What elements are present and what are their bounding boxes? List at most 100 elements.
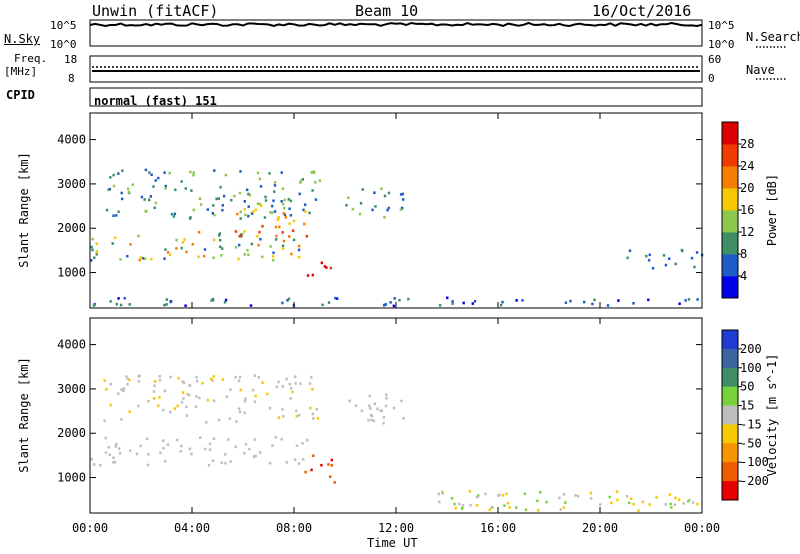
colorbar-tick-label: 100 — [740, 361, 762, 375]
colorbar-segment — [722, 254, 738, 277]
echo-cell — [297, 413, 301, 417]
echo-cell — [687, 500, 690, 503]
echo-cell — [386, 208, 389, 212]
echo-cell — [229, 460, 232, 463]
colorbar-tick-label: -15 — [740, 417, 762, 431]
echo-cell — [90, 259, 93, 262]
echo-cell — [360, 409, 363, 413]
echo-cell — [354, 404, 358, 407]
echo-cell — [143, 198, 146, 201]
echo-cell — [168, 253, 172, 256]
echo-cell — [687, 298, 691, 301]
colorbar-segment — [722, 367, 738, 388]
colorbar-tick-label: -100 — [740, 455, 769, 469]
echo-cell — [281, 187, 285, 190]
echo-cell — [192, 171, 195, 174]
echo-cell — [129, 243, 132, 246]
echo-cell — [239, 170, 242, 173]
echo-cell — [153, 206, 156, 210]
echo-cell — [144, 168, 148, 172]
echo-cell — [234, 375, 237, 379]
x-tick-label: 16:00 — [480, 521, 516, 535]
echo-cell — [407, 297, 410, 301]
echo-cell — [128, 378, 131, 382]
echo-cell — [515, 506, 518, 509]
echo-cell — [562, 506, 566, 509]
echo-cell — [392, 406, 396, 410]
echo-cell — [393, 297, 396, 300]
echo-cell — [370, 418, 373, 422]
echo-cell — [637, 509, 640, 512]
echo-cell — [673, 503, 677, 506]
echo-cell — [137, 234, 140, 238]
echo-cell — [190, 189, 193, 192]
echo-cell — [208, 442, 212, 446]
echo-cell — [401, 192, 404, 196]
colorbar-segment — [722, 424, 738, 444]
echo-cell — [498, 493, 501, 496]
echo-cell — [277, 416, 281, 419]
echo-cell — [174, 188, 177, 192]
echo-cell — [192, 208, 195, 212]
echo-cell — [273, 184, 277, 187]
echo-cell — [166, 443, 170, 446]
echo-cell — [680, 248, 683, 252]
echo-cell — [281, 202, 285, 206]
echo-cell — [183, 238, 186, 241]
echo-cell — [91, 237, 94, 241]
echo-cell — [253, 438, 256, 441]
echo-cell — [477, 494, 480, 497]
echo-cell — [195, 379, 199, 383]
echo-cell — [146, 437, 149, 441]
echo-cell — [289, 387, 293, 390]
echo-cell — [126, 377, 129, 380]
echo-cell — [117, 297, 120, 300]
echo-cell — [358, 212, 362, 216]
echo-cell — [238, 410, 242, 414]
echo-cell — [288, 207, 291, 211]
echo-cell — [260, 204, 263, 207]
freq-tick-top: 18 — [64, 53, 78, 66]
echo-cell — [564, 501, 567, 504]
echo-cell — [576, 494, 580, 498]
echo-cell — [218, 234, 221, 237]
echo-cell — [188, 393, 191, 397]
echo-cell — [385, 393, 388, 397]
echo-cell — [471, 302, 474, 305]
echo-cell — [299, 179, 302, 183]
echo-cell — [438, 500, 441, 504]
echo-cell — [190, 452, 193, 456]
echo-cell — [384, 404, 388, 408]
echo-cell — [269, 211, 272, 214]
echo-cell — [301, 442, 304, 445]
echo-cell — [192, 173, 195, 177]
colorbar-tick-label: 24 — [740, 159, 754, 173]
echo-cell — [294, 382, 297, 385]
echo-cell — [243, 200, 246, 203]
echo-cell — [221, 247, 224, 250]
colorbar-segment — [722, 481, 738, 501]
echo-cell — [230, 198, 233, 202]
echo-cell — [327, 463, 330, 466]
echo-cell — [269, 245, 272, 248]
echo-cell — [253, 374, 257, 377]
echo-cell — [109, 176, 112, 179]
colorbar-tick-label: 28 — [740, 137, 754, 151]
echo-cell — [243, 411, 246, 415]
echo-cell — [632, 302, 635, 305]
echo-cell — [696, 502, 699, 506]
velocity-ylabel: Slant Range [km] — [17, 357, 31, 473]
velocity-heatmap — [90, 374, 699, 512]
echo-cell — [321, 303, 324, 307]
colorbar-segment — [722, 462, 738, 482]
echo-cell — [288, 382, 291, 386]
echo-cell — [608, 495, 611, 499]
echo-cell — [137, 404, 140, 408]
echo-cell — [537, 509, 540, 512]
echo-cell — [690, 256, 694, 260]
echo-cell — [185, 414, 189, 417]
echo-cell — [199, 436, 202, 439]
echo-cell — [93, 463, 96, 466]
echo-cell — [212, 204, 215, 207]
colorbar-segment — [722, 330, 738, 350]
